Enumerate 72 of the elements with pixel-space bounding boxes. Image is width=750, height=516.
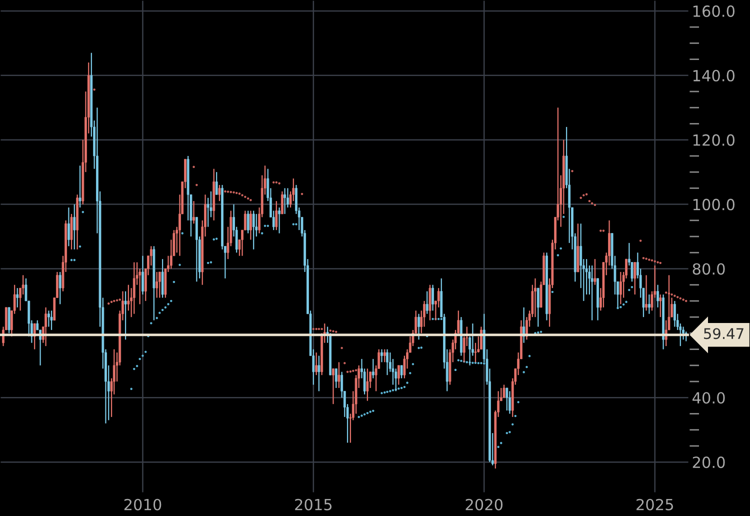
candlestick [195, 216, 198, 282]
x-tick-label: 2025 [636, 498, 673, 510]
candlestick [397, 364, 400, 386]
candlestick [48, 310, 50, 328]
x-tick-label: 2015 [295, 498, 332, 510]
candlestick [275, 200, 278, 231]
candlestick [502, 384, 506, 398]
candlestick [22, 274, 24, 296]
candlestick [426, 290, 428, 314]
candlestick [58, 271, 62, 305]
candlestick [161, 258, 164, 298]
candlestick [428, 284, 432, 321]
candlestick [386, 348, 388, 376]
candlestick [78, 165, 82, 208]
candlestick [16, 288, 19, 308]
candlestick [250, 210, 252, 240]
candlestick [380, 348, 383, 363]
candlestick [252, 210, 255, 250]
candlestick [590, 264, 594, 321]
y-tick-label: 100.0 [693, 198, 734, 210]
candlestick [315, 352, 318, 376]
candlestick [674, 300, 676, 328]
candlestick [659, 294, 662, 318]
candlestick [594, 258, 596, 286]
candlestick [648, 294, 650, 314]
candlestick [508, 390, 511, 414]
candlestick [68, 206, 70, 247]
y-tick-label: 20.0 [692, 456, 725, 468]
y-tick-label: 140.0 [693, 70, 734, 82]
y-tick-label: 40.0 [692, 392, 725, 404]
candlestick [334, 368, 338, 389]
candlestick [418, 313, 420, 340]
candlestick [506, 387, 508, 412]
candlestick [156, 271, 158, 298]
candlestick [332, 368, 334, 405]
candlestick [372, 358, 374, 379]
y-tick-label: 80.0 [692, 263, 725, 275]
candlestick [70, 213, 73, 250]
candlestick [158, 271, 161, 298]
candlestick [284, 188, 286, 215]
candlestick [437, 288, 440, 308]
candlestick [132, 262, 136, 314]
x-tick-label: 2020 [466, 498, 503, 510]
candlestick [150, 246, 152, 266]
candlestick [383, 348, 386, 363]
ref-line-label: 59.47 [704, 328, 744, 340]
candlestick [656, 284, 659, 308]
candlestick [619, 271, 622, 305]
candlestick [124, 290, 127, 340]
candlestick [246, 210, 250, 234]
candlestick [192, 200, 195, 224]
candlestick [50, 310, 53, 331]
candlestick [73, 204, 76, 250]
candlestick [432, 284, 434, 312]
x-tick-label: 2010 [124, 498, 162, 510]
y-tick-label: 120.0 [693, 134, 734, 146]
candlestick [536, 288, 540, 328]
candlestick [366, 368, 369, 402]
candlestick [142, 255, 144, 296]
candlestick [8, 306, 10, 334]
candlestick [44, 306, 47, 347]
candlestick [634, 262, 636, 296]
candlestick [534, 278, 536, 318]
candlestick [400, 364, 403, 379]
candlestick [218, 184, 221, 202]
candlestick [281, 190, 284, 215]
candlestick [338, 362, 340, 389]
candlestick [645, 274, 648, 312]
candlestick [215, 172, 218, 196]
candlestick [278, 206, 280, 234]
y-tick-label: 160.0 [693, 5, 734, 17]
candlestick [318, 355, 320, 392]
